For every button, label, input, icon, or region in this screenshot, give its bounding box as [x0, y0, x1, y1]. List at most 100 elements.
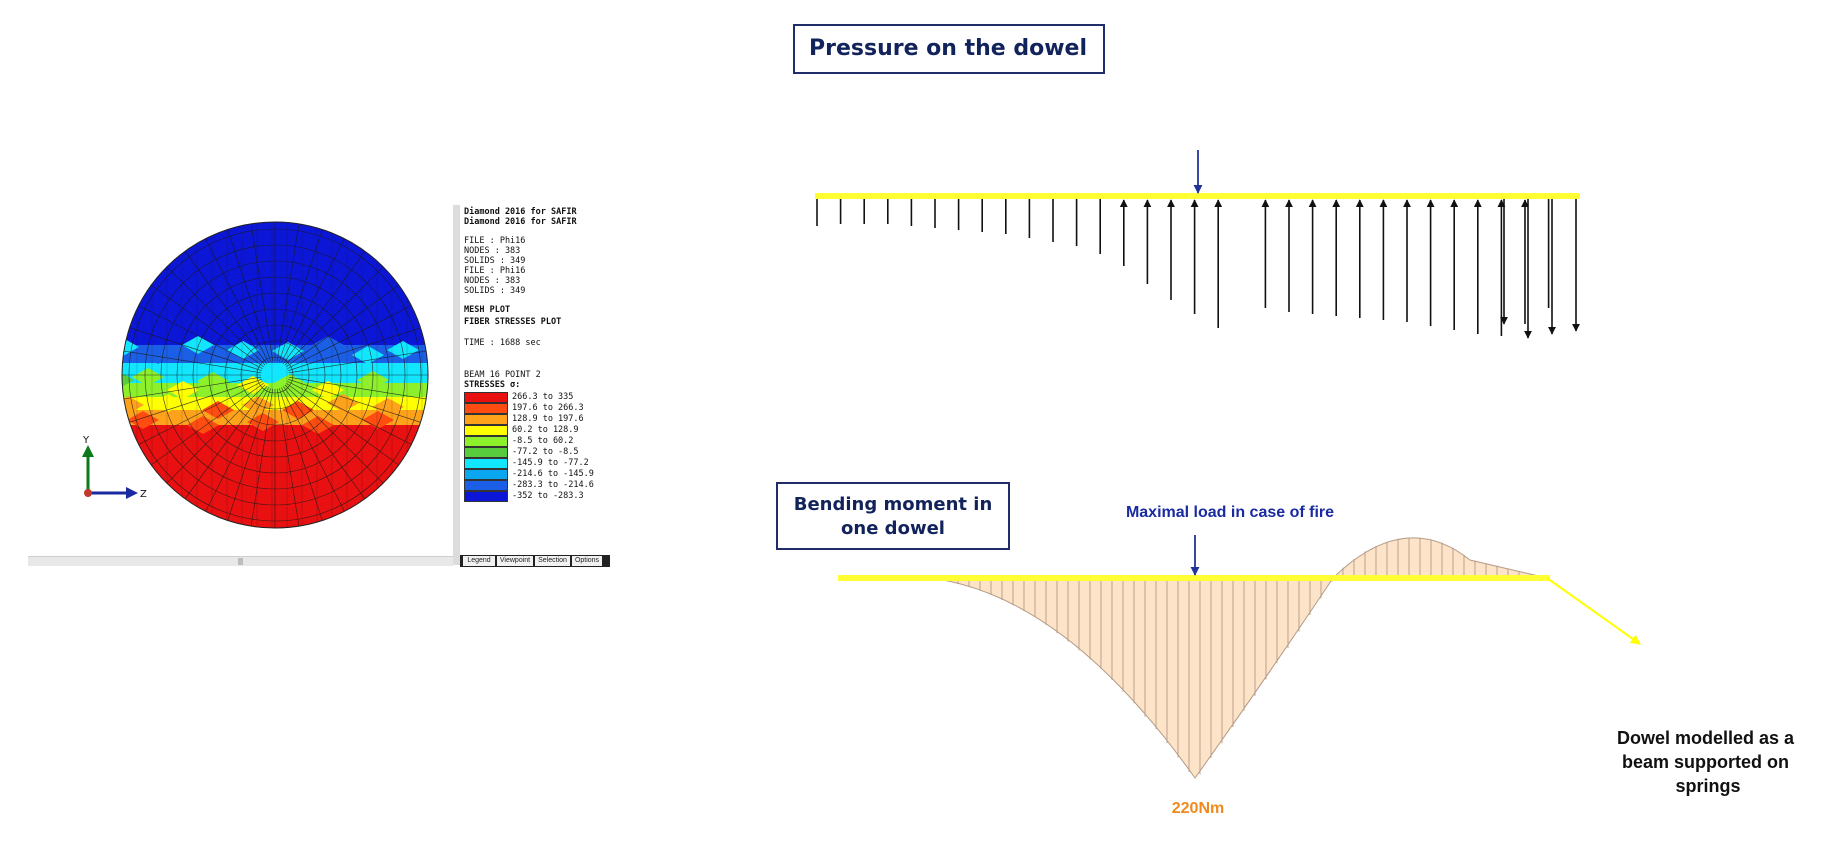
max-load-label: Maximal load in case of fire — [1126, 504, 1334, 521]
pressure-arrows — [816, 199, 1580, 339]
legend-range: -283.3 to -214.6 — [512, 480, 594, 490]
mesh-patch — [122, 396, 144, 414]
mesh-spoke — [281, 238, 345, 363]
mesh-spoke — [286, 284, 399, 368]
panel-divider[interactable] — [453, 205, 460, 565]
z-axis-arrow — [126, 487, 138, 499]
legend-swatch — [464, 447, 508, 458]
mesh-spoke — [288, 376, 427, 400]
tab-options[interactable]: Options — [572, 556, 602, 566]
mesh-patch — [387, 341, 419, 359]
legend-range: -145.9 to -77.2 — [512, 458, 589, 468]
legend-swatch — [464, 458, 508, 469]
mesh-spoke — [281, 387, 345, 512]
mesh-spoke — [288, 379, 421, 423]
legend-range: 266.3 to 335 — [512, 392, 574, 402]
mesh-patch — [362, 411, 394, 429]
horizontal-scrollbar[interactable] — [28, 556, 453, 566]
mesh-spoke — [151, 382, 264, 466]
legend-panel: Diamond 2016 for SAFIR Diamond 2016 for … — [460, 205, 610, 567]
mesh-spoke — [166, 384, 266, 484]
legend-line: FIBER STRESSES PLOT — [464, 317, 562, 327]
mesh-patch — [132, 368, 164, 386]
legend-swatch — [464, 491, 508, 502]
mesh-patch — [167, 381, 199, 399]
dowel-model-line-3: springs — [1675, 776, 1740, 796]
mesh-patch — [202, 401, 234, 419]
legend-swatch — [464, 392, 508, 403]
bending-moment-hatch — [957, 537, 1531, 775]
mesh-spoke — [288, 327, 421, 371]
mesh-spoke — [184, 386, 268, 499]
legend-line: SOLIDS : 349 — [464, 256, 526, 266]
mesh-spoke — [284, 384, 384, 484]
mesh-spoke — [287, 381, 412, 445]
legend-line: NODES : 383 — [464, 246, 521, 256]
mesh-spoke — [138, 305, 263, 369]
tab-viewpoint[interactable]: Viewpoint — [497, 556, 533, 566]
legend-swatch — [464, 414, 508, 425]
dowel-model-line-1: Dowel modelled as a — [1617, 728, 1795, 748]
axes-icon: YZ — [82, 435, 147, 500]
mesh-spoke — [282, 251, 366, 364]
legend-line: Diamond 2016 for SAFIR — [464, 207, 577, 217]
mesh-patch — [197, 372, 229, 390]
mesh-spoke — [279, 229, 323, 362]
tab-legend[interactable]: Legend — [463, 556, 495, 566]
mesh-spoke — [279, 388, 323, 521]
mesh-band — [122, 363, 428, 383]
legend-tabs: Legend Viewpoint Selection Options — [460, 555, 610, 567]
mesh-spoke — [250, 223, 274, 362]
moment-value-label: 220Nm — [1172, 800, 1224, 817]
mesh-patch — [327, 394, 359, 412]
mesh-patch — [237, 376, 269, 394]
legend-range: 128.9 to 197.6 — [512, 414, 584, 424]
mesh-spoke — [205, 238, 269, 363]
legend-line: MESH PLOT — [464, 305, 511, 315]
mesh-patch — [182, 336, 214, 354]
mesh-patch — [352, 346, 384, 364]
z-axis-label: Z — [140, 489, 147, 500]
mesh-spoke — [129, 327, 262, 371]
mesh-spoke — [227, 388, 271, 521]
mesh-spoke — [287, 305, 412, 369]
mesh-spoke — [284, 266, 384, 366]
scroll-thumb[interactable] — [238, 558, 243, 565]
legend-swatch — [464, 469, 508, 480]
mesh-spoke — [123, 350, 262, 374]
legend-line: TIME : 1688 sec — [464, 338, 541, 348]
legend-swatch — [464, 425, 508, 436]
pressure-title: Pressure on the dowel — [793, 24, 1105, 74]
tab-selection[interactable]: Selection — [535, 556, 570, 566]
mesh-patch — [122, 371, 134, 389]
legend-range: -214.6 to -145.9 — [512, 469, 594, 479]
legend-line: SOLIDS : 349 — [464, 286, 526, 296]
legend-line: Diamond 2016 for SAFIR — [464, 217, 577, 227]
dowel-model-line-2: beam supported on — [1622, 752, 1789, 772]
legend-swatch — [464, 436, 508, 447]
y-axis-label: Y — [82, 435, 90, 446]
mesh-plot-svg: YZ — [82, 221, 429, 529]
bending-title-text: Bending moment in one dowel — [793, 494, 993, 539]
legend-swatch — [464, 480, 508, 491]
mesh-spoke — [276, 223, 300, 362]
legend-line: BEAM 16 POINT 2 — [464, 370, 541, 380]
mesh-patch — [187, 416, 219, 434]
mesh-spoke — [129, 379, 262, 423]
mesh-patch — [142, 346, 174, 364]
mesh-outline — [121, 221, 429, 529]
mesh-spoke — [138, 381, 263, 445]
mesh-spoke — [250, 388, 274, 527]
y-axis-arrow — [82, 445, 94, 457]
mesh-spoke — [151, 284, 264, 368]
bending-title: Bending moment in one dowel — [776, 482, 1010, 550]
mesh-spoke — [286, 382, 399, 466]
mesh-spoke — [166, 266, 266, 366]
mesh-spoke — [288, 350, 427, 374]
legend-line: STRESSES σ: — [464, 380, 521, 390]
axes-origin — [84, 489, 92, 497]
mesh-spoke — [205, 387, 269, 512]
mesh-spoke — [227, 229, 271, 362]
